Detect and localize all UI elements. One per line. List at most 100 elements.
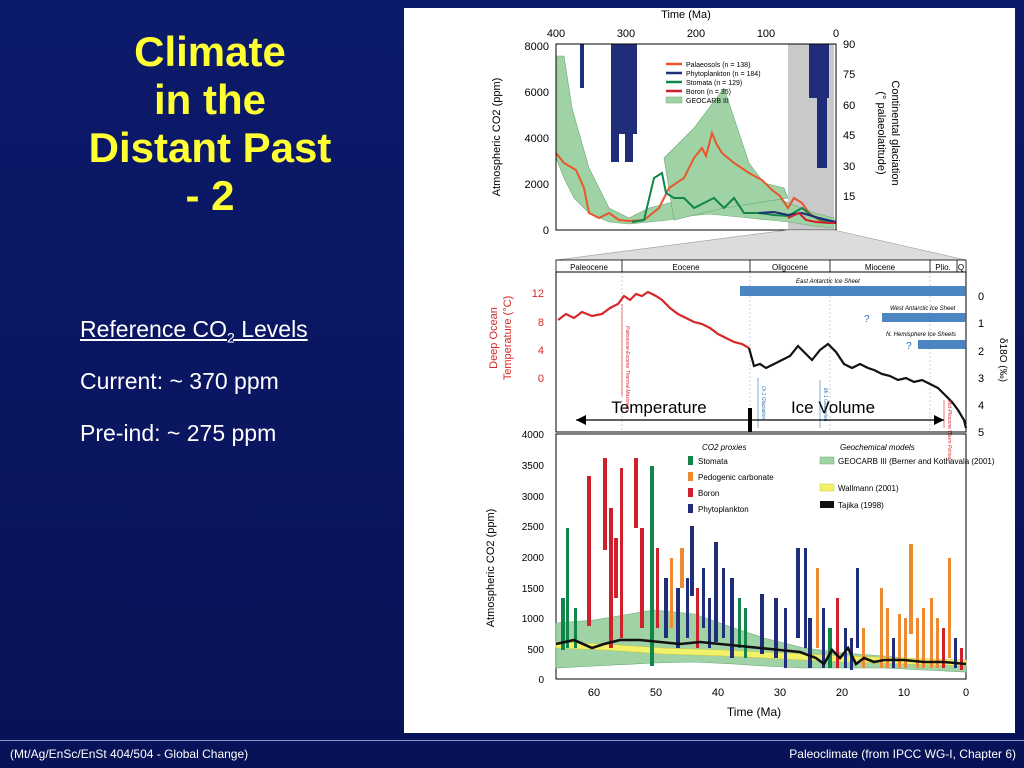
stomata-bar: [828, 628, 832, 668]
stomata-bar: [566, 528, 569, 648]
top-y-tick-8000: 8000: [525, 41, 549, 53]
bot-x-tick-0: 0: [963, 687, 969, 699]
phytoplankton-bar: [676, 588, 680, 648]
pedogenic-bar: [909, 544, 913, 634]
proxy-pedogenic: Pedogenic carbonate: [698, 473, 774, 482]
mid-y-tick-0: 0: [538, 373, 544, 385]
middle-axes-frame: [555, 271, 967, 433]
top-x-tick-100: 100: [757, 28, 775, 40]
boron-bar: [620, 468, 623, 638]
pedogenic-bar: [886, 608, 889, 668]
bot-x-tick-30: 30: [774, 687, 786, 699]
legend-boron: Boron (n = 35): [686, 89, 731, 96]
top-y-tick-0: 0: [543, 225, 549, 237]
figure-panel: Time (Ma) 400 300 200 100 0 8000 6000 40…: [404, 8, 1015, 733]
title-line-4: - 2: [185, 172, 235, 219]
bot-y-tick-3000: 3000: [522, 492, 545, 503]
mid-y2-tick-0: 0: [978, 291, 984, 303]
mid-y2-tick-4: 4: [978, 400, 984, 412]
boron-bar: [836, 598, 839, 668]
bot-y-tick-3500: 3500: [522, 461, 545, 472]
proxies-title: CO2 proxies: [702, 443, 746, 452]
top-legend: Palaeosols (n = 138) Phytoplankton (n = …: [665, 62, 761, 105]
models-title: Geochemical models: [840, 443, 915, 452]
bot-x-tick-20: 20: [836, 687, 848, 699]
model-tajika: Tajika (1998): [838, 501, 884, 510]
pedogenic-bar: [930, 598, 933, 668]
top-y2-tick-15: 15: [843, 191, 855, 203]
phytoplankton-bar: [708, 598, 711, 648]
current-co2-text: Current: ~ 370 ppm: [80, 368, 279, 394]
boron-bar: [587, 476, 591, 626]
phytoplankton-bar: [702, 568, 705, 628]
bot-y-tick-0: 0: [538, 675, 544, 686]
footer-course: (Mt/Ag/EnSc/EnSt 404/504 - Global Change…: [10, 747, 249, 761]
top-x-tick-300: 300: [617, 28, 635, 40]
proxy-boron: Boron: [698, 489, 719, 498]
boron-bar: [614, 538, 618, 598]
top-y2-tick-90: 90: [843, 39, 855, 51]
west-antarctic-label: West Antarctic Ice Sheet: [890, 306, 956, 312]
top-x-tick-400: 400: [547, 28, 565, 40]
bot-y-title: Atmospheric CO2 (ppm): [485, 509, 497, 628]
phytoplankton-bar: [664, 578, 668, 638]
glaciation-bar: [611, 134, 619, 162]
pedogenic-bar: [936, 618, 939, 668]
proxy-swatch-boron: [688, 488, 693, 497]
pedogenic-bar: [862, 628, 865, 668]
geocarb-band-upper: [663, 87, 789, 221]
reference-heading: Reference CO2 Levels: [80, 316, 308, 346]
reference-heading-sub: 2: [227, 329, 235, 346]
phytoplankton-bar: [714, 542, 718, 642]
arrow-left-head: [576, 415, 586, 425]
proxy-swatch-pedogenic: [688, 472, 693, 481]
oi1-label: Oi-1 Glaciation: [760, 386, 766, 419]
top-y2-tick-75: 75: [843, 69, 855, 81]
top-x-tick-200: 200: [687, 28, 705, 40]
top-y-tick-4000: 4000: [525, 133, 549, 145]
arrow-divider: [748, 408, 752, 432]
top-y2-title-line2: (° palaeolatitude): [875, 91, 887, 174]
proxy-phytoplankton: Phytoplankton: [698, 505, 749, 514]
mid-y-tick-12: 12: [532, 288, 544, 300]
phytoplankton-bar: [686, 578, 689, 638]
top-y-tick-2000: 2000: [525, 179, 549, 191]
glaciation-bar: [611, 44, 637, 134]
phytoplankton-bar: [774, 598, 778, 658]
bot-x-tick-10: 10: [898, 687, 910, 699]
phytoplankton-bar: [784, 608, 787, 668]
footer-divider: [0, 740, 1024, 741]
pedogenic-bar: [898, 614, 901, 668]
epoch-oligocene: Oligocene: [772, 263, 809, 272]
boron-line: [787, 211, 836, 224]
epoch-eocene: Eocene: [672, 263, 700, 272]
mid-y2-tick-2: 2: [978, 346, 984, 358]
pliocene-label: Mid-Pliocene Warm Period: [946, 400, 952, 460]
ice-volume-label: Ice Volume: [791, 398, 875, 417]
boron-bar: [942, 628, 945, 668]
boron-bar: [609, 508, 613, 648]
glaciation-bar: [580, 44, 584, 88]
stomata-bar: [574, 608, 577, 648]
phytoplankton-bar: [892, 638, 895, 668]
bot-x-tick-50: 50: [650, 687, 662, 699]
pedogenic-bar: [916, 618, 919, 668]
epoch-paleocene: Paleocene: [570, 263, 608, 272]
model-geocarb: GEOCARB III (Berner and Kothavala (2001): [838, 457, 995, 466]
pedogenic-bar: [680, 548, 684, 588]
temperature-label: Temperature: [611, 398, 706, 417]
top-x-title: Time (Ma): [661, 9, 711, 21]
model-wallmann: Wallmann (2001): [838, 484, 899, 493]
west-antarctic-ice-bar: [882, 313, 966, 322]
top-y-title: Atmospheric CO2 (ppm): [491, 78, 503, 197]
phytoplankton-bar: [796, 548, 800, 638]
title-line-1: Climate: [134, 28, 286, 75]
mid-y-tick-8: 8: [538, 317, 544, 329]
boron-bar: [634, 458, 638, 528]
title-line-3: Distant Past: [88, 124, 332, 171]
stomata-bar: [561, 598, 565, 650]
bot-x-tick-40: 40: [712, 687, 724, 699]
bot-y-tick-500: 500: [527, 645, 544, 656]
petm-label: Paleocene-Eocene Thermal Maximum: [624, 326, 630, 411]
epoch-quaternary: Q: [958, 263, 964, 272]
